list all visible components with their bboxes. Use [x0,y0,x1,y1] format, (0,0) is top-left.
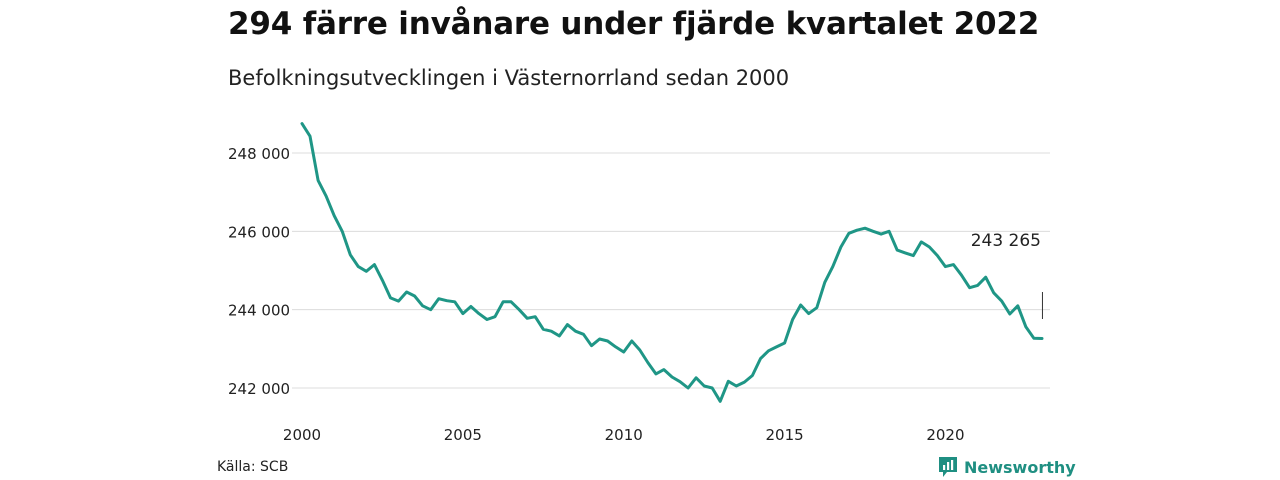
annotation-label: 243 265 [971,231,1041,251]
x-tick-label: 2015 [765,426,803,444]
x-tick-label: 2010 [605,426,643,444]
y-tick-label: 244 000 [228,302,290,320]
gridlines [292,152,1050,389]
brand[interactable]: Newsworthy [938,456,1076,478]
y-tick-label: 248 000 [228,145,290,163]
source-credit: Källa: SCB [217,459,289,475]
chart-title: 294 färre invånare under fjärde kvartale… [228,6,1040,42]
x-tick-label: 2005 [444,426,482,444]
brand-name: Newsworthy [964,457,1076,477]
x-tick-label: 2020 [926,426,964,444]
newsworthy-logo-icon [939,457,957,477]
y-tick-label: 242 000 [228,380,290,398]
series-layer [300,122,1044,403]
y-tick-label: 246 000 [228,223,290,241]
y-axis-ticks: 242 000 244 000 246 000 248 000 [228,145,290,398]
series-line-0 [300,122,1044,403]
x-axis-ticks: 2000 2005 2010 2015 2020 [283,426,965,444]
x-tick-label: 2000 [283,426,321,444]
annotation-layer: 243 265 [971,231,1043,319]
chart-subtitle: Befolkningsutvecklingen i Västernorrland… [228,66,790,90]
